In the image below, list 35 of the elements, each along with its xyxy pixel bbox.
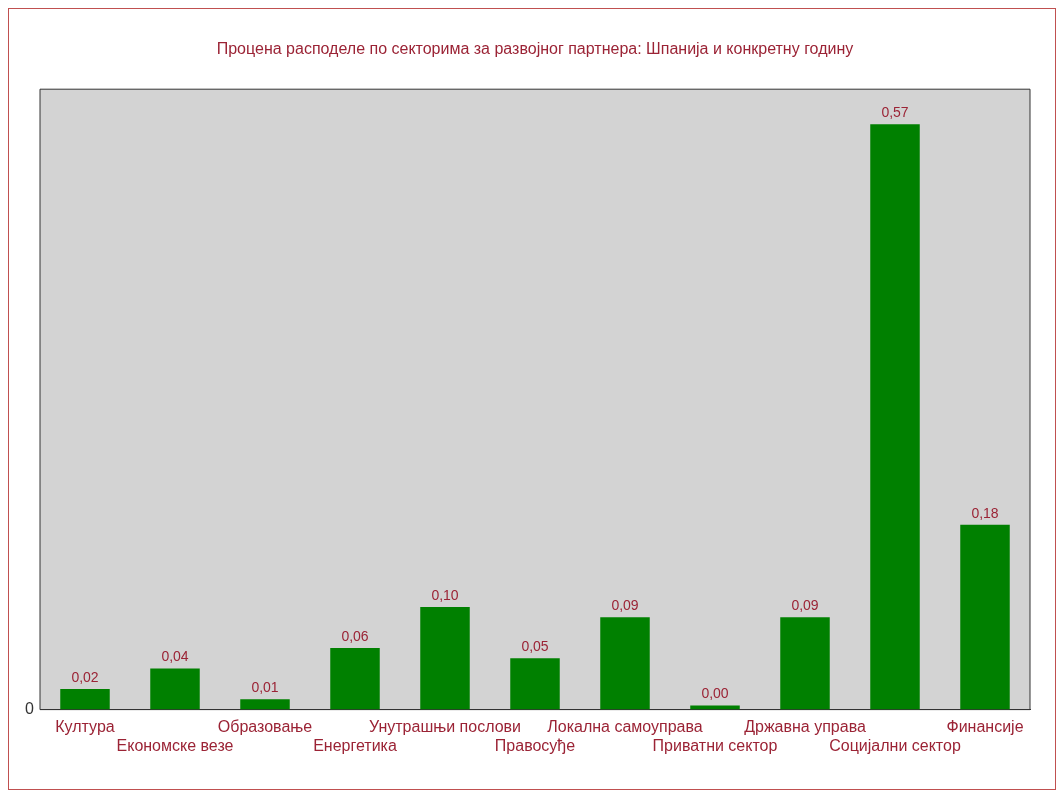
data-label: 0,09: [611, 597, 639, 614]
bar: [780, 617, 830, 710]
bar: [330, 647, 380, 710]
x-tick-label: Образовање: [217, 717, 313, 735]
bar: [240, 699, 290, 710]
x-tick-label: Економске везе: [116, 736, 234, 754]
data-label: 0,01: [251, 679, 279, 696]
bar: [150, 668, 200, 710]
bar: [870, 124, 920, 710]
x-tick-label: Државна управа: [744, 717, 866, 735]
data-label: 0,57: [881, 104, 909, 121]
x-tick-label: Култура: [55, 717, 115, 735]
data-label: 0,06: [341, 627, 369, 644]
data-label: 0,05: [521, 638, 549, 655]
x-tick-label: Приватни сектор: [652, 736, 778, 754]
data-label: 0,10: [431, 586, 459, 603]
text: 0: [25, 700, 35, 718]
data-label: 0,18: [971, 504, 999, 521]
x-tick-label: Унутрашњи послови: [368, 717, 522, 735]
x-tick-label: Локална самоуправа: [547, 717, 703, 735]
x-tick-label: Социјални сектор: [829, 736, 961, 754]
bar: [690, 705, 740, 710]
bar: [600, 617, 650, 710]
data-label: 0,09: [791, 597, 819, 614]
bar: [60, 689, 110, 710]
data-label: 0,02: [71, 668, 99, 685]
x-tick-label: Енергетика: [313, 736, 397, 754]
chart-title: Процена расподеле по секторима за развојног партнера: Шпанија и конкретну годину: [216, 40, 854, 58]
bar: [960, 524, 1010, 710]
data-label: 0,00: [701, 685, 729, 702]
x-tick-label: Финансије: [946, 717, 1024, 735]
bar: [510, 658, 560, 710]
x-tick-label: Правосуђе: [494, 736, 576, 754]
bar: [420, 606, 470, 710]
data-label: 0,04: [161, 648, 189, 665]
